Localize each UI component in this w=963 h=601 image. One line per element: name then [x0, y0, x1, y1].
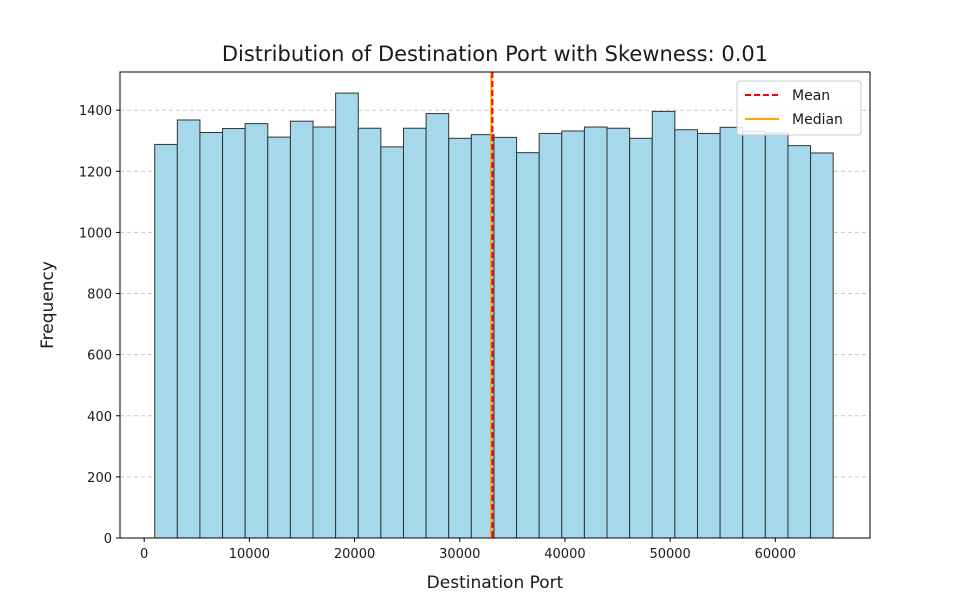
histogram-bar [312, 126, 337, 539]
histogram-bar [267, 136, 291, 539]
y-tick-label: 1400 [79, 104, 112, 119]
histogram-bars [154, 92, 834, 539]
y-tick-label: 1000 [79, 226, 112, 241]
histogram-bar [742, 130, 766, 539]
x-tick-label: 10000 [229, 547, 270, 562]
histogram-bar [380, 146, 404, 539]
y-tick-label: 800 [87, 288, 112, 303]
reference-lines [490, 72, 494, 538]
histogram-bar [176, 119, 201, 539]
histogram-bar [516, 152, 540, 539]
histogram-bar [651, 110, 676, 539]
y-tick-label: 400 [87, 410, 112, 425]
histogram-bar [719, 126, 744, 539]
y-tick-label: 0 [104, 532, 112, 547]
y-tick-label: 600 [87, 349, 112, 364]
x-tick-label: 30000 [439, 547, 480, 562]
y-axis-label: Frequency [38, 261, 58, 349]
histogram-bar [448, 137, 472, 539]
histogram-bar [787, 145, 812, 539]
legend: Mean Median [736, 80, 862, 136]
histogram-bar [764, 132, 789, 539]
x-tick-label: 0 [140, 547, 148, 562]
x-tick-label: 60000 [755, 547, 796, 562]
chart-title: Distribution of Destination Port with Sk… [222, 42, 768, 66]
x-tick-label: 40000 [544, 547, 585, 562]
histogram-bar [402, 127, 427, 539]
histogram-bar [357, 127, 382, 539]
histogram-bar [538, 132, 563, 539]
y-axis-ticks: 0 200 400 600 800 1000 1200 1400 [79, 104, 120, 547]
histogram-bar [810, 152, 834, 539]
x-tick-label: 50000 [649, 547, 690, 562]
histogram-bar [674, 129, 698, 539]
histogram-bar [154, 143, 178, 539]
x-axis-label: Destination Port [427, 573, 564, 593]
histogram-bar [222, 128, 246, 539]
histogram-bar [493, 136, 518, 539]
y-tick-label: 200 [87, 471, 112, 486]
histogram-bar [629, 137, 653, 539]
histogram-bar [425, 113, 450, 539]
histogram-bar [335, 92, 359, 539]
histogram-bar [696, 132, 721, 539]
plot-frame [119, 71, 871, 539]
x-axis-ticks: 0 10000 20000 30000 40000 50000 60000 [140, 538, 796, 562]
y-tick-label: 1200 [79, 165, 112, 180]
histogram-bar [199, 132, 224, 539]
legend-median-label: Median [792, 112, 843, 128]
histogram-bar [606, 127, 631, 539]
histogram-bar [244, 123, 269, 539]
histogram-bar [583, 126, 608, 539]
histogram-bar [289, 120, 314, 539]
histogram-bar [561, 130, 585, 539]
x-tick-label: 20000 [334, 547, 375, 562]
legend-mean-label: Mean [792, 88, 830, 104]
